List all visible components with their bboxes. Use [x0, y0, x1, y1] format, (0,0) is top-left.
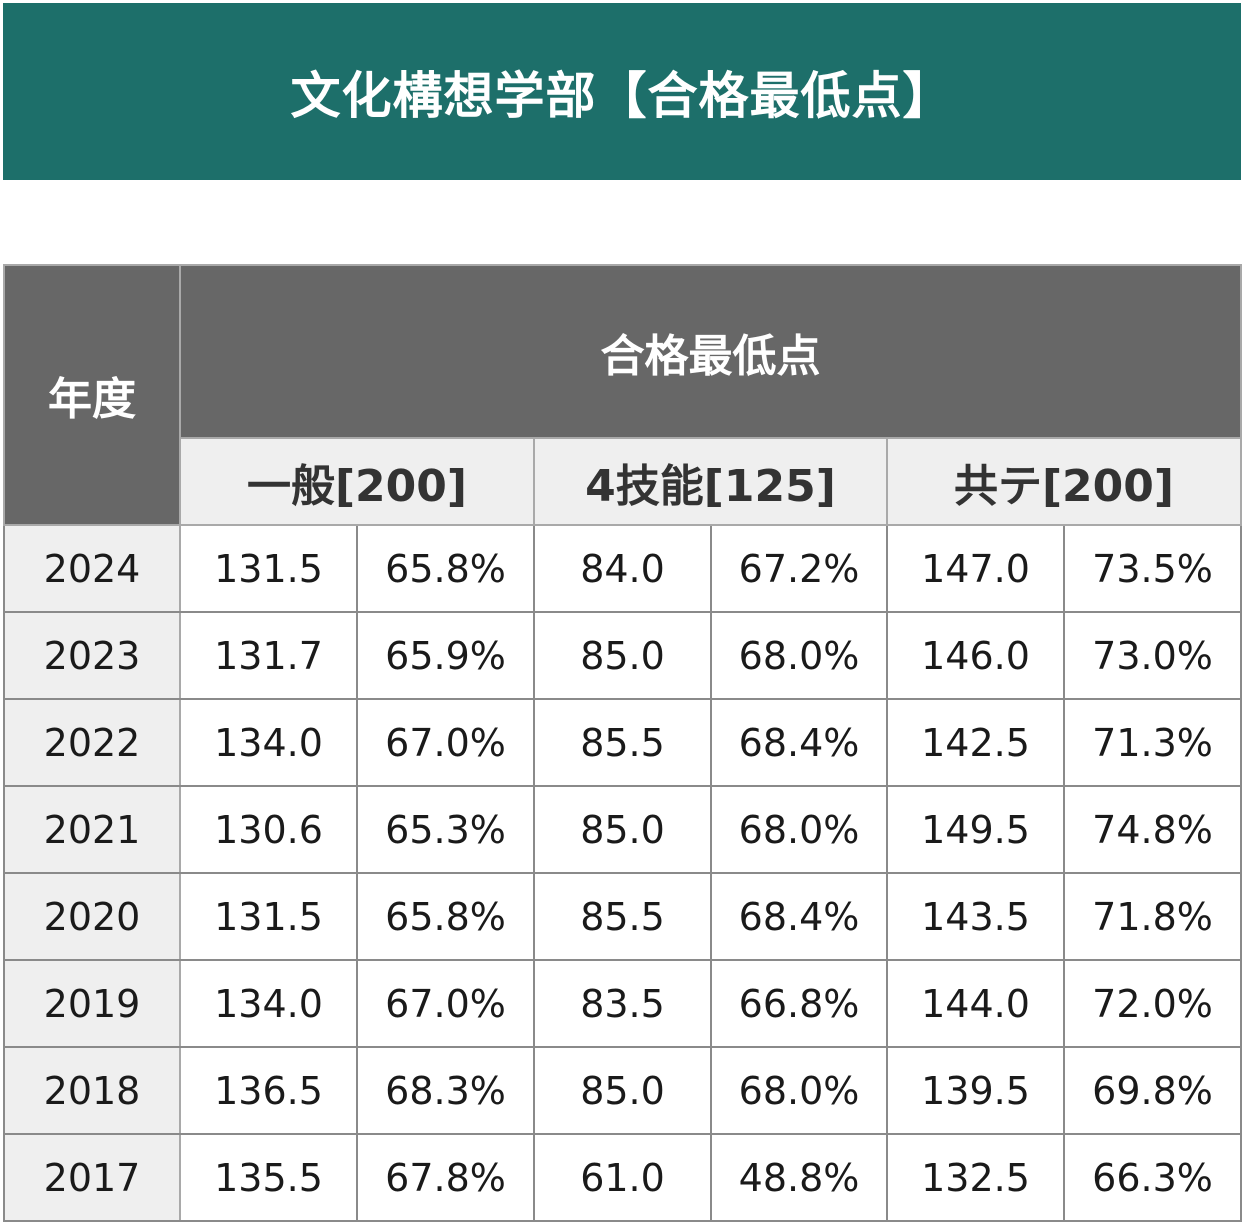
- general-score-cell: 131.7: [179, 611, 358, 700]
- year-cell: 2018: [3, 1046, 181, 1135]
- group-header-common-test: 共テ[200]: [886, 437, 1242, 526]
- header-row-main: 年度 合格最低点: [3, 264, 1242, 526]
- year-column-header: 年度: [3, 264, 181, 526]
- four-skills-score-cell: 83.5: [533, 959, 712, 1048]
- four-skills-rate-cell: 48.8%: [710, 1133, 888, 1222]
- year-cell: 2022: [3, 698, 181, 787]
- four-skills-score-cell: 85.0: [533, 611, 712, 700]
- general-score-cell: 131.5: [179, 524, 358, 613]
- table-row: 2017 135.5 67.8% 61.0 48.8% 132.5 66.3%: [3, 1133, 1242, 1222]
- common-test-rate-cell: 73.0%: [1063, 611, 1242, 700]
- table-row: 2022 134.0 67.0% 85.5 68.4% 142.5 71.3%: [3, 698, 1242, 787]
- year-cell: 2017: [3, 1133, 181, 1222]
- general-score-cell: 136.5: [179, 1046, 358, 1135]
- four-skills-score-cell: 84.0: [533, 524, 712, 613]
- common-test-rate-cell: 69.8%: [1063, 1046, 1242, 1135]
- table-row: 2021 130.6 65.3% 85.0 68.0% 149.5 74.8%: [3, 785, 1242, 874]
- common-test-score-cell: 146.0: [886, 611, 1065, 700]
- four-skills-rate-cell: 68.4%: [710, 698, 888, 787]
- common-test-rate-cell: 74.8%: [1063, 785, 1242, 874]
- common-test-score-cell: 139.5: [886, 1046, 1065, 1135]
- four-skills-rate-cell: 68.0%: [710, 785, 888, 874]
- year-cell: 2024: [3, 524, 181, 613]
- general-score-cell: 134.0: [179, 959, 358, 1048]
- common-test-rate-cell: 71.8%: [1063, 872, 1242, 961]
- common-test-score-cell: 149.5: [886, 785, 1065, 874]
- four-skills-score-cell: 85.5: [533, 872, 712, 961]
- year-cell: 2019: [3, 959, 181, 1048]
- four-skills-rate-cell: 67.2%: [710, 524, 888, 613]
- general-score-cell: 131.5: [179, 872, 358, 961]
- four-skills-rate-cell: 68.0%: [710, 1046, 888, 1135]
- common-test-rate-cell: 72.0%: [1063, 959, 1242, 1048]
- general-rate-cell: 65.8%: [356, 524, 535, 613]
- general-rate-cell: 67.0%: [356, 698, 535, 787]
- general-rate-cell: 65.3%: [356, 785, 535, 874]
- common-test-score-cell: 132.5: [886, 1133, 1065, 1222]
- four-skills-score-cell: 85.0: [533, 785, 712, 874]
- four-skills-rate-cell: 68.4%: [710, 872, 888, 961]
- common-test-score-cell: 144.0: [886, 959, 1065, 1048]
- year-cell: 2023: [3, 611, 181, 700]
- common-test-score-cell: 143.5: [886, 872, 1065, 961]
- four-skills-score-cell: 61.0: [533, 1133, 712, 1222]
- common-test-score-cell: 142.5: [886, 698, 1065, 787]
- table-row: 2023 131.7 65.9% 85.0 68.0% 146.0 73.0%: [3, 611, 1242, 700]
- table-row: 2019 134.0 67.0% 83.5 66.8% 144.0 72.0%: [3, 959, 1242, 1048]
- four-skills-rate-cell: 66.8%: [710, 959, 888, 1048]
- table-body: 2024 131.5 65.8% 84.0 67.2% 147.0 73.5% …: [3, 524, 1242, 1222]
- page-title: 文化構想学部【合格最低点】: [290, 66, 954, 125]
- general-rate-cell: 67.8%: [356, 1133, 535, 1222]
- table-row: 2024 131.5 65.8% 84.0 67.2% 147.0 73.5%: [3, 524, 1242, 613]
- four-skills-score-cell: 85.5: [533, 698, 712, 787]
- four-skills-score-cell: 85.0: [533, 1046, 712, 1135]
- header-row-groups: 一般[200] 4技能[125] 共テ[200]: [4, 437, 1242, 526]
- common-test-score-cell: 147.0: [886, 524, 1065, 613]
- general-rate-cell: 68.3%: [356, 1046, 535, 1135]
- general-score-cell: 134.0: [179, 698, 358, 787]
- common-test-rate-cell: 73.5%: [1063, 524, 1242, 613]
- general-rate-cell: 65.9%: [356, 611, 535, 700]
- common-test-rate-cell: 71.3%: [1063, 698, 1242, 787]
- year-cell: 2020: [3, 872, 181, 961]
- general-score-cell: 130.6: [179, 785, 358, 874]
- min-score-header: 合格最低点: [179, 264, 1242, 439]
- table-row: 2020 131.5 65.8% 85.5 68.4% 143.5 71.8%: [3, 872, 1242, 961]
- general-rate-cell: 67.0%: [356, 959, 535, 1048]
- group-header-general: 一般[200]: [179, 437, 535, 526]
- title-banner: 文化構想学部【合格最低点】: [3, 3, 1241, 180]
- group-header-four-skills: 4技能[125]: [533, 437, 888, 526]
- general-score-cell: 135.5: [179, 1133, 358, 1222]
- year-cell: 2021: [3, 785, 181, 874]
- general-rate-cell: 65.8%: [356, 872, 535, 961]
- common-test-rate-cell: 66.3%: [1063, 1133, 1242, 1222]
- score-table: 年度 合格最低点 一般[200] 4技能[125] 共テ[200] 2024 1…: [3, 264, 1242, 1222]
- four-skills-rate-cell: 68.0%: [710, 611, 888, 700]
- table-row: 2018 136.5 68.3% 85.0 68.0% 139.5 69.8%: [3, 1046, 1242, 1135]
